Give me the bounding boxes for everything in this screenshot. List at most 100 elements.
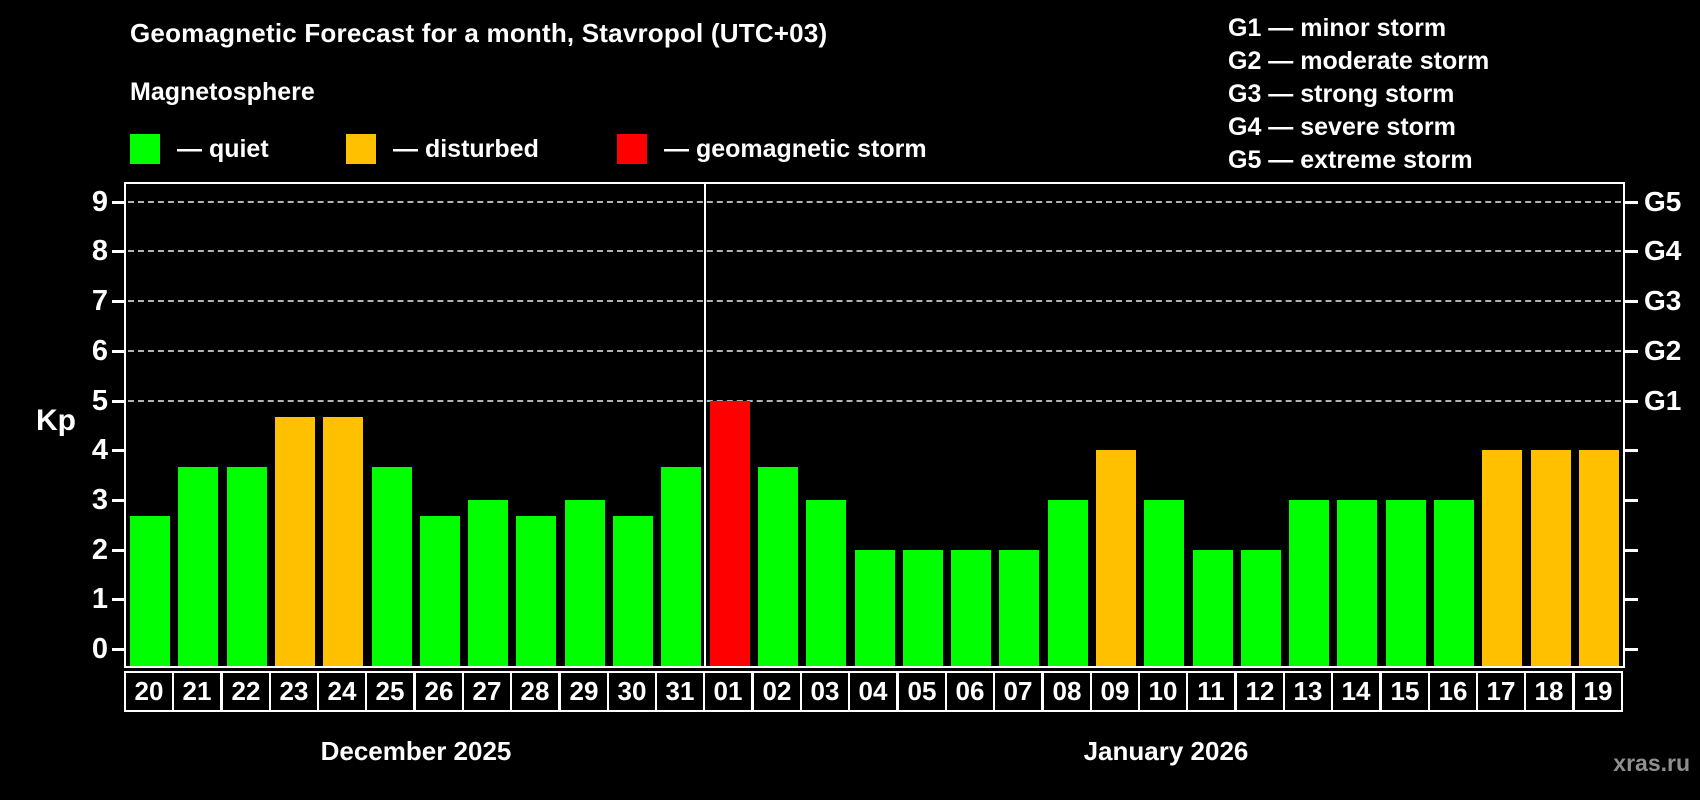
- day-box-04: 04: [848, 671, 898, 712]
- y-tick-right-5: [1625, 399, 1638, 403]
- day-box-25: 25: [365, 671, 415, 712]
- y-tick-right-9: [1625, 200, 1638, 204]
- y-tick-right-3: [1625, 498, 1638, 502]
- y-tick-left-4: [112, 449, 125, 453]
- y-tick-right-2: [1625, 548, 1638, 552]
- g-scale-legend: G1 — minor storm G2 — moderate storm G3 …: [1228, 12, 1489, 177]
- day-box-18: 18: [1524, 671, 1574, 712]
- right-axis-label-g4: G4: [1644, 235, 1682, 266]
- kp-bar-day-19: [1579, 450, 1619, 666]
- storm-label: — geomagnetic storm: [664, 134, 927, 163]
- chart-title: Geomagnetic Forecast for a month, Stavro…: [130, 18, 828, 48]
- kp-bar-day-27: [468, 500, 508, 666]
- day-box-11: 11: [1186, 671, 1236, 712]
- kp-bar-day-04: [855, 550, 895, 666]
- day-box-08: 08: [1042, 671, 1092, 712]
- y-tick-right-7: [1625, 300, 1638, 304]
- gridline-kp-8: [128, 250, 1621, 253]
- kp-bar-day-20: [130, 516, 170, 666]
- quiet-color-swatch: [130, 134, 160, 164]
- day-box-15: 15: [1380, 671, 1430, 712]
- legend-item-disturbed: — disturbed: [346, 133, 539, 165]
- y-axis-label-0: 0: [91, 633, 108, 665]
- magnetosphere-label: Magnetosphere: [130, 78, 315, 106]
- day-box-13: 13: [1283, 671, 1333, 712]
- g5-legend-line: G5 — extreme storm: [1228, 146, 1473, 174]
- plot-frame: [124, 182, 1625, 668]
- kp-bar-day-02: [758, 467, 798, 666]
- day-box-02: 02: [752, 671, 802, 712]
- kp-bar-day-17: [1482, 450, 1522, 666]
- day-box-14: 14: [1331, 671, 1381, 712]
- y-tick-left-0: [112, 648, 125, 651]
- day-box-07: 07: [993, 671, 1043, 712]
- gridline-kp-6: [128, 349, 1621, 352]
- day-box-26: 26: [414, 671, 464, 712]
- day-box-20: 20: [124, 671, 174, 712]
- y-tick-right-4: [1625, 449, 1638, 453]
- y-axis-label-2: 2: [91, 534, 108, 566]
- day-box-31: 31: [655, 671, 705, 712]
- y-axis-label-1: 1: [91, 583, 108, 615]
- y-axis-title: Kp: [36, 404, 76, 437]
- kp-bar-day-12: [1241, 550, 1281, 666]
- day-box-16: 16: [1428, 671, 1478, 712]
- kp-bar-day-07: [999, 550, 1039, 666]
- kp-bar-day-21: [178, 467, 218, 666]
- watermark: xras.ru: [1613, 750, 1690, 776]
- right-axis-label-g5: G5: [1644, 186, 1682, 217]
- y-tick-left-6: [112, 349, 125, 353]
- kp-bar-day-29: [565, 500, 605, 666]
- y-tick-right-1: [1625, 598, 1638, 602]
- day-box-17: 17: [1476, 671, 1526, 712]
- y-tick-right-0: [1625, 648, 1638, 651]
- day-box-23: 23: [269, 671, 319, 712]
- day-box-06: 06: [945, 671, 995, 712]
- y-axis-label-9: 9: [91, 186, 108, 218]
- kp-bar-day-24: [323, 417, 363, 666]
- month-separator-line: [704, 184, 706, 666]
- g3-legend-line: G3 — strong storm: [1228, 80, 1455, 108]
- kp-bar-day-06: [951, 550, 991, 666]
- right-axis-label-g3: G3: [1644, 285, 1682, 316]
- legend-item-storm: — geomagnetic storm: [617, 133, 927, 165]
- kp-bar-day-11: [1193, 550, 1233, 666]
- gridline-kp-5: [128, 399, 1621, 402]
- y-axis-label-8: 8: [91, 235, 108, 267]
- kp-bar-day-13: [1289, 500, 1329, 666]
- month-label-january: January 2026: [1083, 736, 1249, 766]
- quiet-label: — quiet: [177, 134, 269, 163]
- y-axis-label-3: 3: [91, 484, 108, 516]
- y-tick-left-3: [112, 498, 125, 502]
- g4-legend-line: G4 — severe storm: [1228, 113, 1456, 141]
- disturbed-label: — disturbed: [393, 134, 539, 163]
- kp-bar-day-31: [661, 467, 701, 666]
- y-tick-right-6: [1625, 349, 1638, 353]
- kp-bar-day-10: [1144, 500, 1184, 666]
- y-tick-right-8: [1625, 250, 1638, 254]
- day-box-05: 05: [897, 671, 947, 712]
- kp-bar-day-26: [420, 516, 460, 666]
- y-axis-label-6: 6: [91, 335, 108, 367]
- kp-bar-day-16: [1434, 500, 1474, 666]
- kp-bar-day-05: [903, 550, 943, 666]
- disturbed-color-swatch: [346, 134, 376, 164]
- kp-bar-day-25: [372, 467, 412, 666]
- legend-item-quiet: — quiet: [130, 133, 269, 165]
- day-box-19: 19: [1573, 671, 1623, 712]
- day-box-03: 03: [800, 671, 850, 712]
- day-box-28: 28: [510, 671, 560, 712]
- gridline-kp-9: [128, 200, 1621, 203]
- y-tick-left-5: [112, 399, 125, 403]
- kp-bar-day-30: [613, 516, 653, 666]
- day-box-24: 24: [317, 671, 367, 712]
- right-axis-label-g2: G2: [1644, 335, 1682, 366]
- kp-bar-day-01: [710, 401, 750, 667]
- kp-bar-day-23: [275, 417, 315, 666]
- kp-bar-day-14: [1337, 500, 1377, 666]
- g1-legend-line: G1 — minor storm: [1228, 14, 1447, 42]
- day-box-29: 29: [559, 671, 609, 712]
- right-axis-label-g1: G1: [1644, 385, 1682, 416]
- day-box-12: 12: [1235, 671, 1285, 712]
- day-box-30: 30: [607, 671, 657, 712]
